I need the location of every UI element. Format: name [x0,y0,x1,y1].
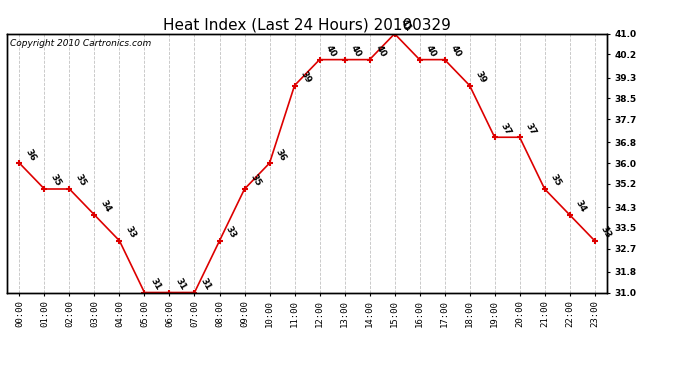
Text: 40: 40 [348,44,363,59]
Text: 31: 31 [148,276,163,292]
Text: 39: 39 [474,69,488,85]
Text: 37: 37 [499,121,513,136]
Text: 37: 37 [524,121,538,136]
Text: 40: 40 [424,44,438,59]
Text: 35: 35 [248,173,263,188]
Text: 35: 35 [549,173,563,188]
Text: Copyright 2010 Cartronics.com: Copyright 2010 Cartronics.com [10,39,151,48]
Text: 31: 31 [174,276,188,292]
Text: 40: 40 [448,44,463,59]
Text: 40: 40 [374,44,388,59]
Text: 33: 33 [124,225,138,240]
Text: 41: 41 [399,18,413,33]
Text: 34: 34 [99,199,112,214]
Title: Heat Index (Last 24 Hours) 20100329: Heat Index (Last 24 Hours) 20100329 [163,18,451,33]
Text: 33: 33 [599,225,613,240]
Text: 36: 36 [23,147,38,162]
Text: 35: 35 [74,173,88,188]
Text: 36: 36 [274,147,288,162]
Text: 39: 39 [299,69,313,85]
Text: 35: 35 [48,173,63,188]
Text: 34: 34 [574,199,588,214]
Text: 33: 33 [224,225,238,240]
Text: 40: 40 [324,44,338,59]
Text: 31: 31 [199,276,213,292]
